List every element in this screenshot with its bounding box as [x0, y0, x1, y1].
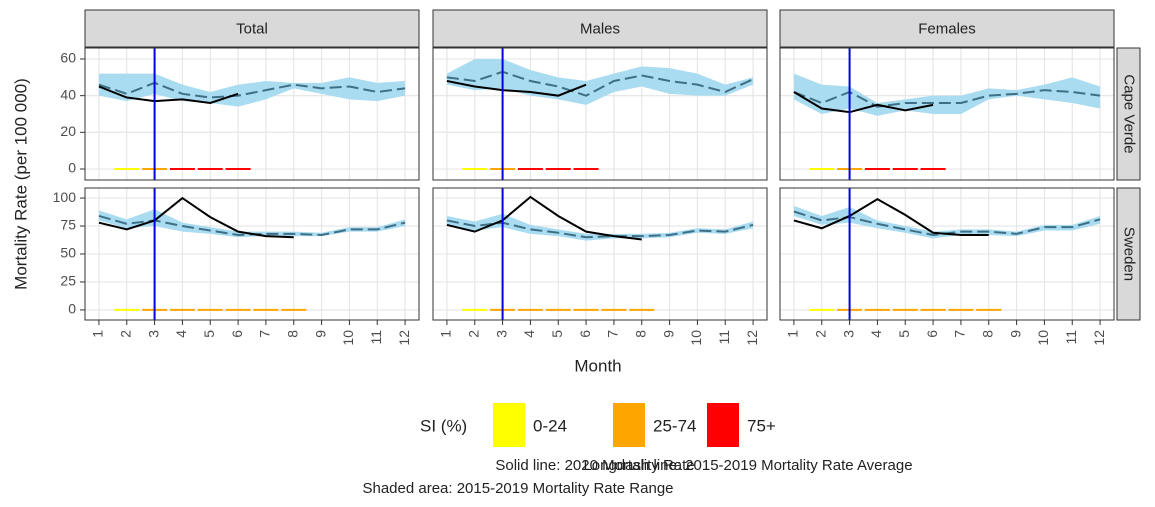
y-tick-label: 0 — [68, 301, 76, 317]
note: Solid line: 2020 Mortality Rate — [495, 457, 694, 474]
rate-2020-line — [793, 91, 934, 114]
x-tick-label: 12 — [396, 330, 412, 346]
x-tick-label: 2 — [117, 330, 133, 338]
rate-2020-line — [446, 195, 642, 241]
legend-key — [613, 403, 645, 447]
x-tick-label: 10 — [688, 330, 704, 346]
average-line — [98, 81, 406, 99]
x-tick-label: 9 — [660, 330, 676, 338]
facet-strip — [432, 9, 768, 48]
x-tick-label: 7 — [605, 330, 621, 338]
x-tick-label: 3 — [840, 330, 856, 338]
y-tick-label: 20 — [60, 123, 76, 139]
legend-label: 75+ — [747, 416, 776, 435]
x-tick-label: 8 — [284, 330, 300, 338]
x-tick-label: 6 — [229, 330, 245, 338]
x-tick-label: 6 — [924, 330, 940, 338]
x-tick-label: 11 — [1063, 330, 1079, 345]
average-line — [446, 70, 754, 97]
x-tick-label: 10 — [340, 330, 356, 346]
y-tick-label: 50 — [60, 245, 76, 261]
facet-strip — [1116, 187, 1141, 321]
x-tick-label: 5 — [201, 330, 217, 338]
legend-key — [707, 403, 739, 447]
y-tick-label: 0 — [68, 160, 76, 176]
x-tick-label: 8 — [979, 330, 995, 338]
legend-title: SI (%) — [420, 416, 467, 435]
x-tick-label: 9 — [1007, 330, 1023, 338]
x-tick-label: 4 — [868, 330, 884, 338]
x-tick-label: 11 — [368, 330, 384, 345]
y-tick-label: 60 — [60, 50, 76, 66]
facet-label: Sweden — [1121, 227, 1138, 281]
rate-2020-line — [446, 80, 587, 97]
legend-label: 25-74 — [653, 416, 696, 435]
y-tick-label: 25 — [60, 273, 76, 289]
x-tick-label: 2 — [465, 330, 481, 338]
x-tick-label: 1 — [785, 330, 801, 338]
panel-border — [432, 187, 768, 321]
panel-border — [84, 187, 420, 321]
legend-label: 0-24 — [533, 416, 567, 435]
range-band — [98, 73, 406, 107]
facet-strip — [779, 9, 1115, 48]
x-tick-label: 6 — [577, 330, 593, 338]
panel — [85, 48, 419, 180]
x-axis-label: Month — [574, 356, 621, 375]
x-tick-label: 7 — [257, 330, 273, 338]
panel-border — [779, 47, 1115, 181]
range-band — [793, 73, 1101, 116]
facet-strip — [1116, 47, 1141, 181]
x-tick-label: 5 — [896, 330, 912, 338]
x-tick-label: 12 — [744, 330, 760, 346]
x-tick-label: 3 — [145, 330, 161, 338]
x-tick-label: 5 — [549, 330, 565, 338]
facet-label: Cape Verde — [1121, 74, 1138, 153]
x-tick-label: 1 — [90, 330, 106, 338]
y-tick-label: 75 — [60, 217, 76, 233]
x-tick-label: 9 — [312, 330, 328, 338]
note: Shaded area: 2015-2019 Mortality Rate Ra… — [362, 480, 673, 497]
legend-key — [493, 403, 525, 447]
x-tick-label: 3 — [493, 330, 509, 338]
range-band — [446, 59, 754, 105]
x-tick-label: 11 — [716, 330, 732, 345]
y-tick-label: 100 — [53, 189, 77, 205]
facet-label: Females — [918, 20, 976, 37]
x-tick-label: 7 — [952, 330, 968, 338]
rate-2020-line — [98, 196, 294, 239]
y-axis-label: Mortality Rate (per 100 000) — [11, 78, 30, 290]
x-tick-label: 10 — [1035, 330, 1051, 346]
range-band — [98, 209, 406, 238]
x-tick-label: 4 — [173, 330, 189, 338]
average-line — [793, 89, 1101, 108]
x-tick-label: 2 — [812, 330, 828, 338]
x-tick-label: 1 — [438, 330, 454, 338]
rate-2020-line — [98, 85, 239, 105]
panel-border — [84, 47, 420, 181]
facet-label: Males — [580, 20, 620, 37]
facet-strip — [84, 9, 420, 48]
panel-border — [432, 47, 768, 181]
facet-label: Total — [236, 20, 268, 37]
x-tick-label: 4 — [521, 330, 537, 338]
range-band — [793, 205, 1101, 239]
note: Longdash line: 2015-2019 Mortality Rate … — [583, 457, 912, 474]
rate-2020-line — [793, 198, 989, 236]
x-tick-label: 12 — [1091, 330, 1107, 346]
x-tick-label: 8 — [632, 330, 648, 338]
panel-border — [779, 187, 1115, 321]
y-tick-label: 40 — [60, 86, 76, 102]
